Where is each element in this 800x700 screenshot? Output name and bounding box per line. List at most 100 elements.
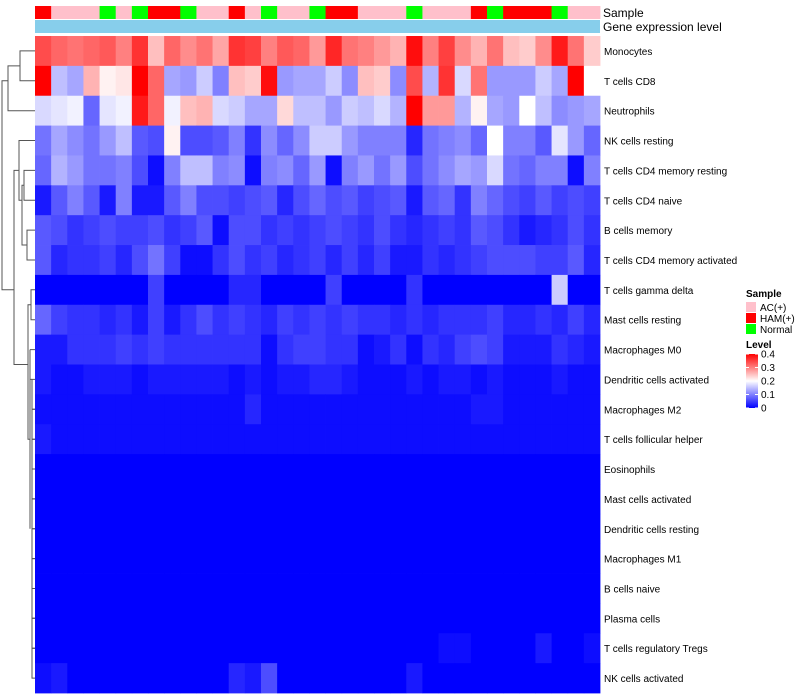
heatmap-cell — [244, 125, 262, 156]
heatmap-cell — [180, 513, 197, 545]
heatmap-cell — [131, 603, 149, 634]
heatmap-cell — [180, 454, 197, 485]
heatmap-cell — [83, 364, 100, 395]
heatmap-cell — [535, 513, 552, 545]
heatmap-cell — [551, 424, 569, 455]
heatmap-cell — [567, 215, 585, 246]
heatmap-cell — [196, 334, 213, 365]
heatmap-cell — [551, 603, 569, 634]
heatmap-cell — [519, 245, 536, 276]
heatmap-cell — [357, 573, 375, 604]
heatmap-cell — [212, 215, 230, 246]
heatmap-cell — [325, 304, 343, 336]
heatmap-cell — [470, 185, 488, 216]
dendrogram-branch — [21, 184, 27, 246]
heatmap-cell — [390, 185, 407, 216]
heatmap-cell — [583, 454, 601, 485]
heatmap-cell — [487, 215, 504, 246]
heatmap-cell — [83, 95, 100, 126]
sample-annotation-cell — [519, 6, 536, 19]
sample-annotation-cell — [503, 6, 520, 19]
heatmap-cell — [83, 454, 100, 485]
heatmap-cell — [309, 155, 326, 186]
heatmap-cell — [277, 364, 294, 395]
level-tick-label: 0.3 — [761, 363, 775, 374]
heatmap-cell — [583, 633, 601, 664]
heatmap-cell — [293, 424, 310, 455]
heatmap-cell — [406, 274, 423, 306]
sample-legend-label: AC(+) — [760, 303, 786, 314]
heatmap-cell — [535, 364, 552, 395]
heatmap-cell — [551, 245, 569, 276]
heatmap-cell — [454, 483, 472, 515]
heatmap-cell — [454, 424, 472, 455]
heatmap-cell — [309, 364, 326, 395]
heatmap-cell — [583, 513, 601, 545]
heatmap-cell — [551, 573, 569, 604]
heatmap-cell — [244, 454, 262, 485]
heatmap-cell — [519, 36, 536, 67]
heatmap-cell — [519, 155, 536, 186]
heatmap-cell — [390, 603, 407, 634]
heatmap-cell — [583, 663, 601, 694]
sample-annotation-cell — [374, 6, 391, 19]
heatmap-cell — [67, 215, 84, 246]
heatmap-cell — [374, 125, 391, 156]
heatmap-cell — [567, 245, 585, 276]
heatmap-cell — [293, 543, 310, 574]
heatmap-cell — [535, 125, 552, 156]
heatmap-cell — [244, 304, 262, 336]
heatmap-cell — [519, 185, 536, 216]
heatmap-cell — [422, 185, 439, 216]
heatmap-cell — [567, 573, 585, 604]
heatmap-cell — [519, 215, 536, 246]
heatmap-cell — [196, 454, 213, 485]
heatmap-cell — [454, 245, 472, 276]
heatmap-cell — [180, 603, 197, 634]
heatmap-cell — [470, 633, 488, 664]
heatmap-cell — [99, 543, 117, 574]
heatmap-cell — [374, 185, 391, 216]
heatmap-cell — [503, 364, 520, 395]
heatmap-cell — [519, 483, 536, 515]
row-label: Dendritic cells activated — [604, 375, 709, 386]
heatmap-cell — [519, 513, 536, 545]
heatmap-cell — [277, 215, 294, 246]
heatmap-cell — [180, 274, 197, 306]
heatmap-cell — [244, 364, 262, 395]
heatmap-cell — [164, 603, 181, 634]
heatmap-cell — [228, 125, 246, 156]
heatmap-cell — [99, 483, 117, 515]
heatmap-cell — [277, 65, 294, 97]
heatmap-cell — [228, 155, 246, 186]
heatmap-cell — [535, 663, 552, 694]
heatmap-cell — [422, 245, 439, 276]
sample-annotation-cell — [212, 6, 230, 19]
heatmap-cell — [35, 125, 52, 156]
heatmap-cell — [212, 364, 230, 395]
heatmap-cell — [35, 663, 52, 694]
heatmap-cell — [583, 245, 601, 276]
heatmap-cell — [454, 543, 472, 574]
heatmap-cell — [583, 334, 601, 365]
heatmap-cell — [51, 603, 68, 634]
heatmap-cell — [390, 334, 407, 365]
heatmap-cell — [99, 36, 117, 67]
heatmap-cell — [212, 274, 230, 306]
heatmap-cell — [277, 424, 294, 455]
row-label: T cells CD4 memory resting — [604, 166, 727, 177]
heatmap-cell — [115, 424, 133, 455]
heatmap-cell — [67, 65, 84, 97]
heatmap-cell — [99, 65, 117, 97]
heatmap-cell — [341, 274, 359, 306]
heatmap-cell — [99, 334, 117, 365]
heatmap-cell — [470, 483, 488, 515]
heatmap-cell — [115, 245, 133, 276]
heatmap-cell — [277, 185, 294, 216]
heatmap-cell — [51, 543, 68, 574]
heatmap-cell — [148, 215, 165, 246]
heatmap-cell — [83, 394, 100, 425]
heatmap-cell — [583, 215, 601, 246]
heatmap-cell — [35, 215, 52, 246]
heatmap-cell — [212, 543, 230, 574]
